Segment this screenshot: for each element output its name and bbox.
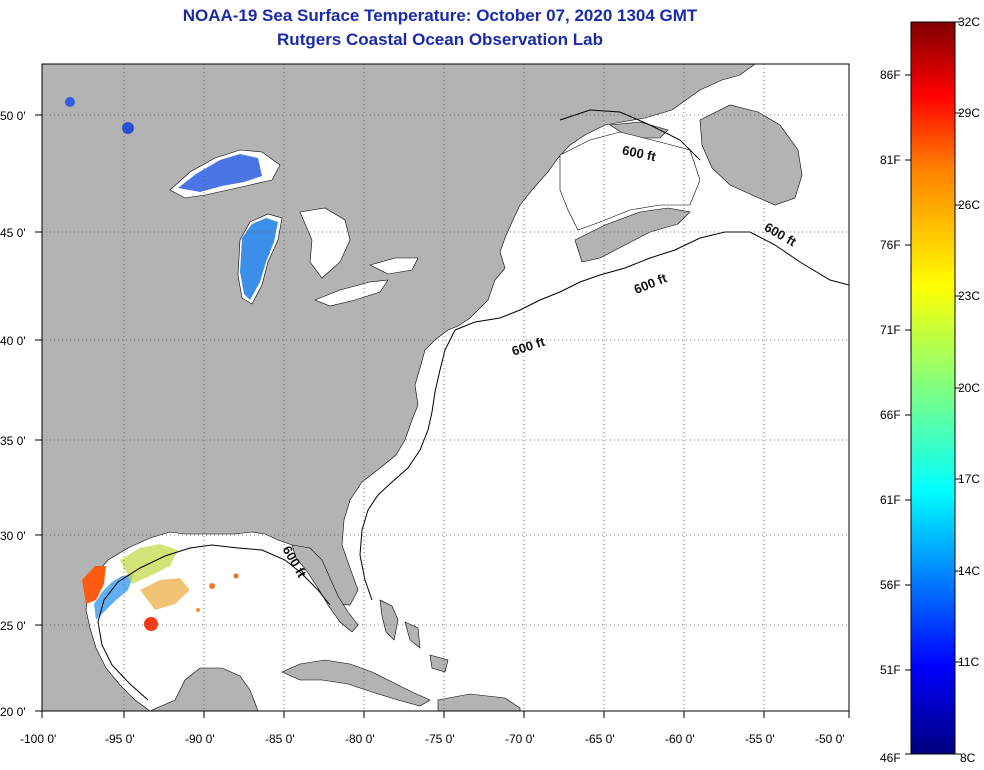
colorbar-celsius-label: 17C — [958, 472, 980, 486]
lat-tick-label: 20 0' — [0, 705, 26, 719]
colorbar-celsius-label: 14C — [958, 564, 980, 578]
lat-tick-label: 50 0' — [0, 109, 26, 123]
sst-gulf-fleck-1 — [209, 583, 215, 589]
chart-title: NOAA-19 Sea Surface Temperature: October… — [182, 6, 698, 25]
land-north-america — [42, 64, 756, 711]
lon-tick-label: -70 0' — [505, 732, 535, 746]
gulf-st-lawrence — [559, 131, 701, 231]
colorbar-fahrenheit-label: 61F — [880, 493, 901, 507]
sst-gulf-coast — [94, 574, 134, 620]
colorbar-fahrenheit-label: 46F — [880, 751, 901, 765]
lon-tick-label: -55 0' — [745, 732, 775, 746]
colorbar-fahrenheit-label: 86F — [880, 68, 901, 82]
sst-gulf-fleck-2 — [233, 573, 239, 579]
sst-lake-winnipeg — [65, 97, 75, 107]
lat-tick-label: 25 0' — [0, 619, 26, 633]
colorbar-celsius-label: 29C — [958, 106, 980, 120]
lake-ontario — [369, 257, 419, 275]
land-florida — [291, 544, 359, 633]
lon-tick-label: -75 0' — [425, 732, 455, 746]
colorbar-celsius-label: 32C — [958, 15, 980, 29]
sst-gulf-central — [140, 578, 190, 610]
lon-tick-label: -65 0' — [585, 732, 615, 746]
map-frame — [41, 63, 850, 712]
isobath-600ft-stlawrence — [559, 109, 701, 161]
colorbar-fahrenheit-label: 56F — [880, 578, 901, 592]
colorbar-celsius-label: 8C — [960, 751, 976, 765]
map-gridlines — [42, 64, 849, 711]
sst-gulf-west — [82, 566, 106, 604]
sst-gulf-fleck-3 — [196, 608, 200, 612]
land-bahamas — [379, 599, 449, 673]
lat-tick-label: 35 0' — [0, 434, 26, 448]
sst-gulf-spot — [144, 617, 158, 631]
lon-tick-label: -100 0' — [20, 732, 56, 746]
lake-huron — [299, 207, 351, 279]
colorbar-ticks — [905, 21, 961, 755]
sst-lake-superior — [178, 154, 262, 192]
colorbar — [910, 21, 956, 755]
isobath-600ft-coast — [359, 329, 456, 601]
lake-erie — [314, 279, 389, 307]
land-cuba — [281, 659, 431, 707]
land-yucatan — [149, 667, 259, 711]
colorbar-celsius-label: 26C — [958, 198, 980, 212]
axis-ticks — [35, 114, 850, 718]
land-newfoundland — [699, 104, 803, 206]
lon-tick-label: -50 0' — [815, 732, 845, 746]
colorbar-fahrenheit-label: 81F — [880, 153, 901, 167]
sst-lake-nipigon — [122, 122, 134, 134]
lat-tick-label: 45 0' — [0, 226, 26, 240]
lon-tick-label: -85 0' — [265, 732, 295, 746]
isobath-600ft-atlantic — [454, 231, 849, 331]
isobath-label-st-lawrence: 600 ft — [621, 142, 658, 164]
isobath-600ft-gulf — [97, 544, 331, 701]
chart-subtitle: Rutgers Coastal Ocean Observation Lab — [277, 30, 603, 49]
colorbar-fahrenheit-label: 66F — [880, 408, 901, 422]
lat-tick-label: 40 0' — [0, 334, 26, 348]
lon-tick-label: -95 0' — [105, 732, 135, 746]
sst-lake-michigan — [240, 218, 278, 300]
colorbar-celsius-label: 23C — [958, 289, 980, 303]
lon-tick-label: -90 0' — [185, 732, 215, 746]
land-hispaniola — [437, 693, 521, 711]
colorbar-fahrenheit-label: 51F — [880, 663, 901, 677]
colorbar-celsius-label: 11C — [958, 655, 979, 669]
colorbar-fahrenheit-label: 76F — [880, 238, 901, 252]
colorbar-fahrenheit-label: 71F — [880, 323, 901, 337]
colorbar-celsius-label: 20C — [958, 381, 980, 395]
lon-tick-label: -80 0' — [345, 732, 375, 746]
lat-tick-label: 30 0' — [0, 529, 26, 543]
lon-tick-label: -60 0' — [665, 732, 695, 746]
